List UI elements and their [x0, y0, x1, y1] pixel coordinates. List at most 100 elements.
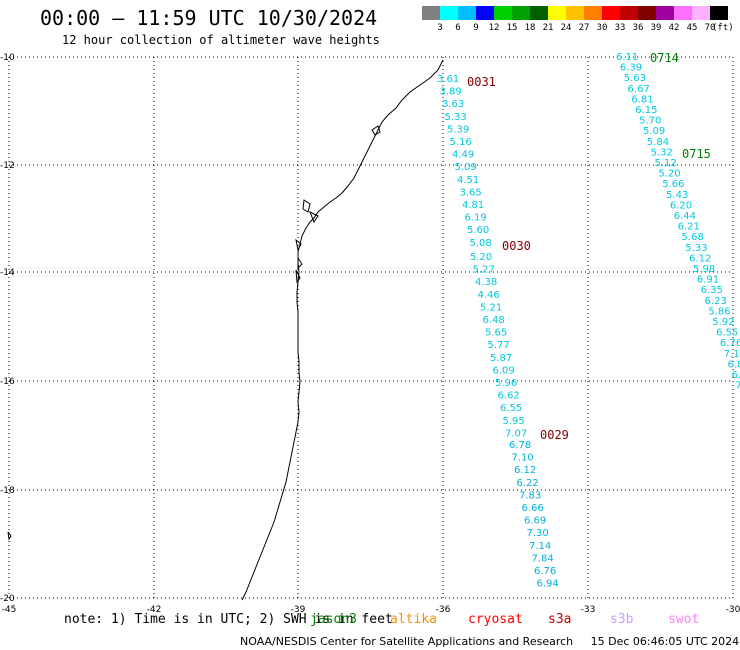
x-tick-label: -36: [436, 605, 451, 615]
swh-value: 6.94: [537, 579, 559, 590]
legend-swatch: [602, 6, 620, 20]
swh-value: 5.77: [488, 340, 510, 351]
footer-credit: NOAA/NESDIS Center for Satellite Applica…: [240, 635, 574, 648]
legend-label: 3: [437, 23, 443, 33]
swh-value: 6.19: [465, 213, 487, 224]
swh-value: 3.63: [442, 99, 464, 110]
swh-value: 6.76: [534, 566, 556, 577]
y-tick-label: -20: [0, 594, 15, 604]
swh-value: 5.39: [447, 124, 469, 135]
swh-value: 5.86: [708, 306, 730, 317]
satellite-name: altika: [390, 612, 437, 627]
swh-value: 5.68: [681, 232, 703, 243]
satellite-name: swot: [668, 612, 700, 627]
swh-value: 6.55: [500, 403, 522, 414]
satellite-name: jason3: [310, 612, 357, 627]
legend-label: 36: [632, 23, 644, 33]
x-tick-label: -42: [147, 605, 162, 615]
swh-value: 3.89: [440, 87, 462, 98]
x-tick-label: -33: [581, 605, 596, 615]
swh-value: 5.21: [480, 302, 502, 313]
legend-unit: (ft): [712, 23, 734, 33]
x-tick-label: -45: [2, 605, 17, 615]
grid-lines: [8, 56, 734, 599]
page-subtitle: 12 hour collection of altimeter wave hei…: [62, 33, 380, 47]
y-tick-label: -16: [0, 377, 15, 387]
swh-value: 6.55: [716, 328, 738, 339]
swh-value: 5.33: [685, 243, 707, 254]
swh-value: 5.20: [470, 252, 492, 263]
swh-value: 5.33: [445, 112, 467, 123]
y-tick-label: -18: [0, 486, 15, 496]
swh-value: 6.11: [616, 52, 638, 63]
legend-label: 12: [488, 23, 500, 33]
altimeter-tracks: 3.613.893.635.335.395.164.495.094.513.65…: [437, 51, 740, 590]
swh-value: 5.84: [647, 137, 669, 148]
swh-value: 6.48: [483, 315, 505, 326]
legend-label: 15: [506, 23, 518, 33]
swh-value: 6.81: [631, 94, 653, 105]
swh-value: 7.11: [724, 349, 740, 360]
swh-value: 6.20: [670, 200, 692, 211]
swh-value: 5.32: [651, 147, 673, 158]
legend-label: 21: [542, 23, 554, 33]
legend-label: 6: [455, 23, 461, 33]
y-tick-label: -10: [0, 53, 15, 63]
swh-value: 7.07: [505, 428, 527, 439]
swh-value: 5.92: [712, 317, 734, 328]
swh-value: 6.8: [728, 359, 740, 370]
swh-value: 5.09: [643, 126, 665, 137]
legend-label: 18: [524, 23, 536, 33]
pass-label: 0031: [467, 75, 496, 89]
swh-value: 7.14: [529, 541, 551, 552]
swh-value: 4.46: [478, 290, 500, 301]
swh-value: 6.62: [498, 391, 520, 402]
swh-value: 5.95: [503, 416, 525, 427]
swh-value: 4.38: [475, 277, 497, 288]
note-text: note: 1) Time is in UTC; 2) SWH is in fe…: [64, 612, 393, 627]
swh-value: 3.61: [437, 74, 459, 85]
swh-value: 6.78: [509, 440, 531, 451]
legend-label: 45: [686, 23, 698, 33]
legend-swatch: [584, 6, 602, 20]
swh-value: 6.66: [522, 503, 544, 514]
swh-value: 7.: [735, 381, 740, 392]
swh-value: 4.81: [462, 200, 484, 211]
legend-label: 24: [560, 23, 572, 33]
y-tick-label: -14: [0, 268, 15, 278]
swh-value: 5.65: [485, 328, 507, 339]
satellite-name: s3b: [610, 612, 634, 627]
footer: NOAA/NESDIS Center for Satellite Applica…: [240, 635, 739, 648]
legend-swatch: [530, 6, 548, 20]
legend-label: 30: [596, 23, 608, 33]
legend-swatch: [566, 6, 584, 20]
swh-value: 6.67: [628, 84, 650, 95]
swh-value: 6.44: [674, 211, 696, 222]
swh-value: 7.10: [512, 453, 534, 464]
swh-value: 5.08: [470, 238, 492, 249]
swh-value: 6.12: [689, 253, 711, 264]
swh-value: 5.63: [624, 73, 646, 84]
swh-value: 4.49: [452, 150, 474, 161]
swh-value: 5.43: [666, 190, 688, 201]
swh-value: 5.60: [467, 225, 489, 236]
swh-value: 7.83: [519, 490, 541, 501]
legend-label: 42: [668, 23, 680, 33]
swh-value: 6.22: [517, 478, 539, 489]
legend-swatch: [422, 6, 440, 20]
satellite-name: cryosat: [468, 612, 523, 627]
swh-value: 6.69: [524, 516, 546, 527]
legend-swatch: [512, 6, 530, 20]
page-title: 00:00 – 11:59 UTC 10/30/2024: [40, 6, 378, 30]
y-tick-label: -12: [0, 161, 15, 171]
swh-value: 6.35: [701, 285, 723, 296]
pass-label: 0029: [540, 428, 569, 442]
legend-swatch: [494, 6, 512, 20]
legend-swatch: [620, 6, 638, 20]
satellite-name: s3a: [548, 612, 572, 627]
swh-value: 7.84: [532, 553, 554, 564]
swh-value: 5.16: [450, 137, 472, 148]
swh-value: 6.15: [635, 105, 657, 116]
swh-value: 6.21: [678, 222, 700, 233]
